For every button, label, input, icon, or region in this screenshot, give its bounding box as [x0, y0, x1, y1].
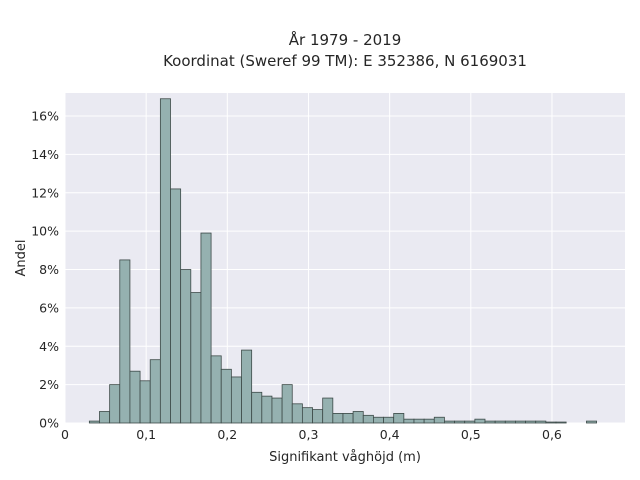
histogram-bar [433, 416, 445, 424]
histogram-bar [139, 380, 151, 424]
histogram-bar [454, 420, 466, 424]
y-tick-label: 14% [31, 147, 59, 162]
y-tick-label: 2% [39, 377, 59, 392]
x-tick-label: 0,5 [461, 427, 481, 442]
histogram-bar [301, 407, 313, 424]
y-tick-label: 6% [39, 300, 59, 315]
histogram-bar [464, 420, 476, 424]
histogram-bar [200, 232, 212, 424]
histogram-bar [555, 421, 567, 424]
y-tick-label: 0% [39, 416, 59, 431]
histogram-bar [484, 420, 496, 424]
chart-title: År 1979 - 2019 [289, 30, 402, 49]
histogram-bar [545, 421, 557, 424]
histogram-bar [515, 420, 526, 424]
grid-lines [64, 93, 625, 424]
x-tick-label: 0,2 [217, 427, 237, 442]
y-tick-label: 8% [39, 262, 59, 277]
histogram-bar [109, 384, 121, 424]
histogram-bar [403, 418, 415, 424]
histogram-bar [342, 413, 354, 424]
x-tick-label: 0,6 [542, 427, 562, 442]
histogram-bar [180, 269, 192, 424]
histogram-bar [525, 420, 537, 424]
histogram-bar [129, 370, 141, 424]
histogram-bar [362, 414, 374, 424]
histogram-bar [373, 416, 384, 424]
histogram-bar [413, 418, 425, 424]
y-tick-label: 16% [31, 109, 59, 124]
x-tick-label: 0,3 [299, 427, 319, 442]
x-tick-labels: 0 0,1 0,2 0,3 0,4 0,5 0,6 [61, 427, 562, 442]
plot-area [65, 93, 625, 423]
histogram-bar [149, 359, 161, 424]
histogram-bar [504, 420, 516, 424]
histogram-bar [474, 418, 486, 424]
histogram-bar [261, 395, 273, 424]
histogram-bar [99, 411, 111, 424]
histogram-bar [220, 368, 232, 424]
histogram-bar [586, 420, 597, 424]
x-tick-label: 0,1 [136, 427, 156, 442]
x-tick-label: 0 [61, 427, 69, 442]
histogram-bar [241, 349, 253, 424]
y-axis-label: Andel [14, 240, 29, 277]
chart-subtitle: Koordinat (Sweref 99 TM): E 352386, N 61… [163, 52, 527, 70]
histogram-bar [210, 355, 222, 424]
histogram-bar [119, 259, 131, 424]
histogram-bar [88, 420, 100, 424]
histogram-bar [352, 411, 364, 424]
x-tick-label: 0,4 [380, 427, 400, 442]
histogram-bar [190, 292, 202, 424]
histogram-bar [230, 376, 242, 424]
x-axis-label: Signifikant våghöjd (m) [269, 450, 421, 465]
histogram-bar [383, 416, 395, 424]
histogram-bar [423, 418, 435, 424]
histogram-bar [170, 188, 182, 424]
y-tick-label: 10% [31, 224, 59, 239]
histogram-bar [535, 420, 547, 424]
y-tick-labels: 0% 2% 4% 6% 8% 10% 12% 14% 16% [31, 109, 59, 431]
bars [88, 98, 597, 424]
histogram-bar [332, 413, 344, 424]
histogram-bar [291, 403, 303, 424]
histogram-bar [444, 420, 455, 424]
histogram-bar [251, 391, 263, 424]
y-tick-label: 4% [39, 339, 59, 354]
histogram-bar [494, 420, 506, 424]
y-tick-label: 12% [31, 185, 59, 200]
histogram-bar [159, 98, 171, 424]
histogram-bar [271, 397, 283, 424]
histogram-bar [281, 384, 293, 424]
histogram-bar [322, 397, 334, 424]
histogram-bar [312, 409, 324, 424]
histogram-bar [393, 413, 405, 424]
